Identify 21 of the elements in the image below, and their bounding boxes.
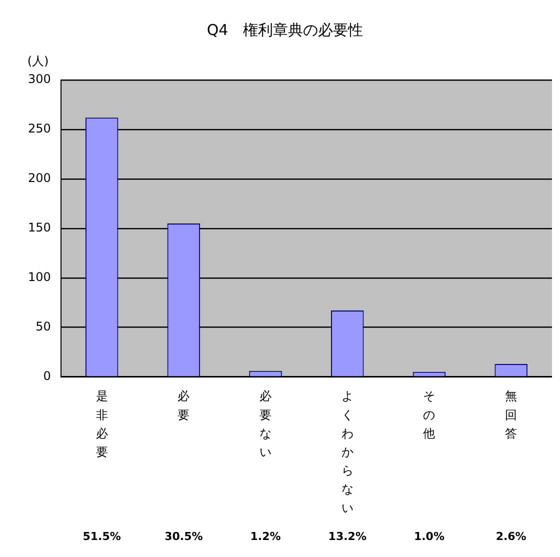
x-tick-label: 必要ない (260, 389, 272, 460)
y-tick-label: 150 (28, 220, 51, 235)
y-tick-label: 50 (36, 319, 51, 334)
x-tick-label: 是非必要 (96, 389, 108, 460)
text: 2.6% (496, 530, 526, 543)
x-tick-label: 必要 (178, 389, 190, 422)
text: 1.0% (414, 530, 444, 543)
y-tick-label: 0 (43, 368, 51, 383)
x-tick-label: よくわからない (341, 389, 354, 515)
y-tick-label: 250 (28, 122, 51, 136)
chart-title: Q4 権利章典の必要性 (206, 20, 364, 39)
text: 13.2% (328, 530, 366, 543)
text: 51.5% (82, 530, 121, 543)
y-tick-label: 100 (28, 270, 51, 284)
text: 1.2% (250, 530, 281, 543)
y-tick-label: 200 (28, 171, 51, 186)
x-tick-label: その他 (423, 389, 436, 440)
x-tick-label: 無回答 (505, 389, 518, 440)
y-tick-label: 300 (28, 72, 51, 86)
y-axis-title: (人) (27, 54, 49, 68)
text: 30.5% (164, 530, 203, 543)
